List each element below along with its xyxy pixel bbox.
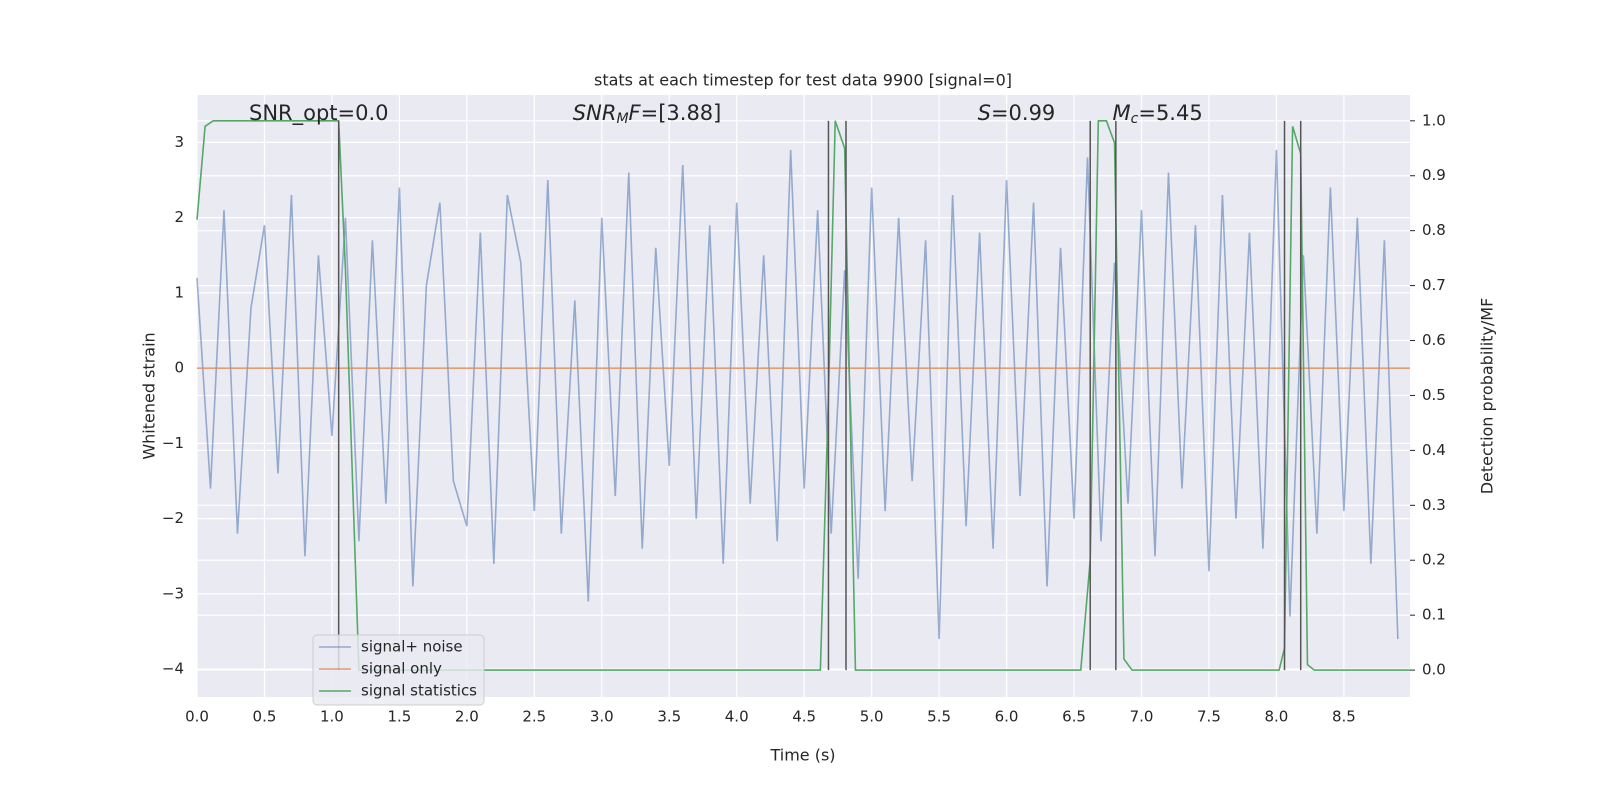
x-tick-label: 5.0 [860,708,884,726]
annotation-part: F [629,101,642,125]
x-tick-label: 0.5 [253,708,277,726]
annotation-part: S [978,101,991,125]
x-tick-label: 3.5 [657,708,681,726]
legend-label: signal only [361,660,442,678]
legend-label: signal statistics [361,682,477,700]
x-tick-label: 1.5 [387,708,411,726]
y2-tick-label: 0.3 [1422,496,1446,514]
annotation-part: c [1131,111,1139,127]
annotation-part: =5.45 [1138,101,1202,125]
x-tick-label: 0.0 [185,708,209,726]
x-axis-label: Time (s) [769,746,835,765]
annotation: Mc=5.45 [1113,101,1203,127]
annotation: SNRMF=[3.88] [573,101,722,127]
x-tick-label: 3.0 [590,708,614,726]
legend-label: signal+ noise [361,638,463,656]
y-tick-label: 2 [174,208,184,226]
y-tick-label: −1 [162,434,184,452]
annotation-part: =[3.88] [641,101,722,125]
annotation-part: SNR [573,101,617,125]
x-tick-label: 1.0 [320,708,344,726]
y2-tick-label: 0.0 [1422,661,1446,679]
chart-title: stats at each timestep for test data 990… [594,71,1012,90]
y2-tick-label: 0.4 [1422,441,1446,459]
x-tick-label: 7.5 [1197,708,1221,726]
annotation-part: M [616,111,628,127]
y-tick-label: −4 [162,660,184,678]
y-tick-label: 1 [174,283,184,301]
y2-tick-label: 0.7 [1422,276,1446,294]
x-tick-label: 6.5 [1062,708,1086,726]
x-tick-label: 6.0 [995,708,1019,726]
y-tick-label: 3 [174,133,184,151]
annotation-part: M [1113,101,1131,125]
y2-tick-label: 0.5 [1422,386,1446,404]
annotation-part: SNR_opt=0.0 [249,101,389,126]
y2-tick-label: 0.9 [1422,166,1446,184]
x-tick-label: 8.0 [1264,708,1288,726]
y2-tick-label: 1.0 [1422,111,1446,129]
y-tick-label: 0 [174,359,184,377]
x-tick-label: 4.0 [725,708,749,726]
y-tick-label: −3 [162,584,184,602]
y2-tick-label: 0.2 [1422,551,1446,569]
series-line [196,149,1399,640]
annotation-part: =0.99 [991,101,1055,125]
y-tick-label: −2 [162,509,184,527]
x-tick-label: 2.5 [522,708,546,726]
x-tick-label: 5.5 [927,708,951,726]
annotation: S=0.99 [978,101,1056,125]
y-axis-label: Whitened strain [140,332,159,459]
x-tick-label: 4.5 [792,708,816,726]
x-tick-label: 7.0 [1130,708,1154,726]
y2-tick-label: 0.8 [1422,221,1446,239]
y2-tick-label: 0.1 [1422,606,1446,624]
legend-box [312,634,485,706]
y2-axis-label: Detection probability/MF [1478,298,1497,495]
y2-tick-label: 0.6 [1422,331,1446,349]
x-tick-label: 8.5 [1332,708,1356,726]
annotation: SNR_opt=0.0 [249,101,389,126]
x-tick-label: 2.0 [455,708,479,726]
